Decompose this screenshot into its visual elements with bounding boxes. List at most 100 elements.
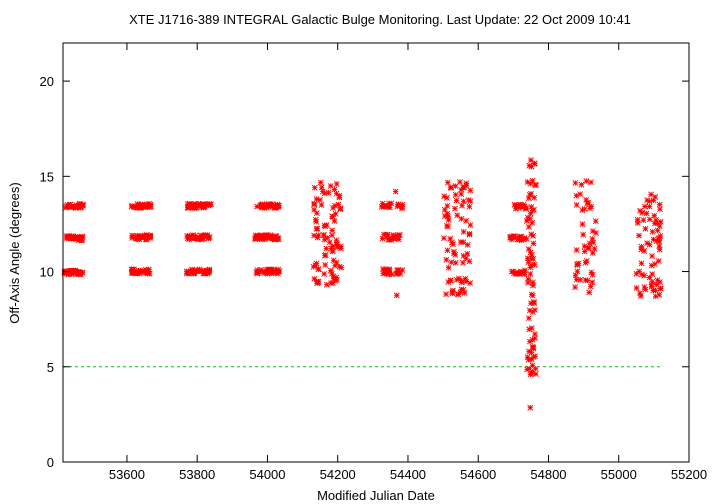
data-point xyxy=(448,259,455,266)
data-point xyxy=(312,262,319,269)
data-point xyxy=(638,260,645,267)
data-point xyxy=(329,248,336,254)
y-tick-label: 15 xyxy=(40,169,54,184)
data-point xyxy=(531,160,538,167)
data-point xyxy=(589,250,596,256)
data-point xyxy=(323,281,330,288)
data-point xyxy=(263,269,270,276)
data-point xyxy=(525,356,532,363)
data-point xyxy=(329,227,336,234)
data-point xyxy=(638,243,645,250)
y-axis-label: Off-Axis Angle (degrees) xyxy=(7,182,22,323)
y-tick-label: 10 xyxy=(40,265,54,280)
data-point xyxy=(591,245,598,252)
data-point xyxy=(452,191,459,198)
data-point xyxy=(463,255,469,262)
data-point xyxy=(270,235,277,242)
data-point xyxy=(184,235,191,242)
data-point xyxy=(63,235,70,241)
data-point xyxy=(650,236,657,243)
data-point xyxy=(467,222,474,229)
data-point xyxy=(317,179,324,186)
data-point xyxy=(269,201,276,207)
data-point xyxy=(530,345,537,352)
data-point xyxy=(337,245,344,252)
data-point xyxy=(527,264,534,271)
data-point xyxy=(76,269,83,276)
data-point xyxy=(332,262,338,269)
x-tick-label: 54600 xyxy=(460,467,496,482)
data-point xyxy=(656,206,663,213)
data-point xyxy=(511,201,518,208)
data-point xyxy=(462,275,469,282)
data-point xyxy=(524,255,531,262)
data-point xyxy=(325,189,332,196)
data-point xyxy=(381,203,387,210)
data-point xyxy=(578,181,585,188)
data-point xyxy=(185,268,192,275)
data-point xyxy=(385,271,392,278)
data-point xyxy=(638,246,645,253)
data-point xyxy=(441,206,448,213)
data-point xyxy=(186,234,193,241)
data-point xyxy=(383,203,390,210)
data-point xyxy=(528,356,535,363)
data-point xyxy=(460,198,467,205)
x-axis-label: Modified Julian Date xyxy=(317,488,435,503)
data-point xyxy=(146,270,153,277)
data-point xyxy=(529,336,536,343)
data-point xyxy=(263,266,270,273)
data-point xyxy=(638,271,645,278)
data-point xyxy=(640,217,647,224)
data-point xyxy=(399,205,405,212)
data-point xyxy=(652,194,659,200)
data-point xyxy=(461,290,468,296)
data-point xyxy=(445,264,452,271)
data-point xyxy=(528,370,535,377)
data-point xyxy=(321,222,328,229)
data-point xyxy=(189,232,196,238)
data-point xyxy=(528,203,535,210)
data-point xyxy=(332,210,339,217)
data-point xyxy=(311,206,318,213)
data-point xyxy=(526,365,533,372)
data-point xyxy=(388,237,395,243)
data-point xyxy=(334,244,341,251)
data-point xyxy=(274,234,281,241)
data-point xyxy=(193,235,200,242)
data-point xyxy=(453,197,460,204)
data-point xyxy=(634,220,641,226)
data-point xyxy=(444,179,451,186)
data-point xyxy=(525,276,532,283)
data-point xyxy=(646,198,653,205)
data-point xyxy=(466,230,473,237)
data-point xyxy=(311,184,318,191)
data-point xyxy=(190,270,197,276)
data-point xyxy=(135,234,142,240)
data-point xyxy=(443,256,450,263)
data-point xyxy=(642,225,649,232)
data-point xyxy=(531,261,538,268)
data-point xyxy=(137,268,144,275)
data-point xyxy=(531,335,538,342)
data-point xyxy=(254,203,260,210)
data-point xyxy=(76,234,82,241)
data-point xyxy=(312,216,319,223)
data-point xyxy=(445,217,452,223)
data-point xyxy=(456,275,462,282)
data-point xyxy=(520,236,527,243)
data-point xyxy=(528,190,534,197)
data-point xyxy=(579,207,586,213)
data-point xyxy=(185,204,192,210)
data-point xyxy=(523,235,530,242)
x-tick-label: 54400 xyxy=(390,467,426,482)
data-point xyxy=(529,344,536,350)
data-point xyxy=(331,186,338,193)
data-point xyxy=(73,204,79,211)
data-point xyxy=(142,266,149,273)
data-point xyxy=(646,203,653,210)
data-point xyxy=(532,353,539,360)
data-point xyxy=(330,257,337,264)
data-point xyxy=(529,292,536,299)
data-point xyxy=(275,270,281,277)
